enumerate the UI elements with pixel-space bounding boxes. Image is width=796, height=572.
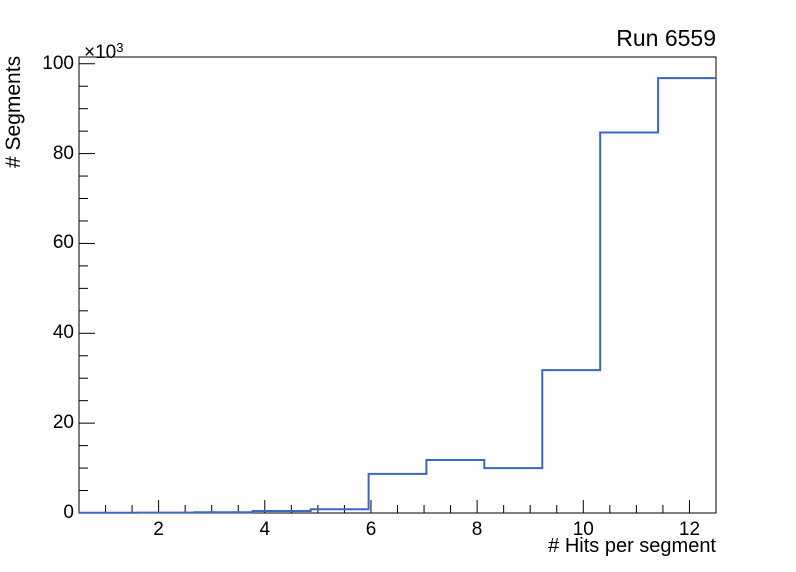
x-tick-label: 8 — [471, 519, 483, 540]
plot-frame — [78, 56, 717, 514]
y-axis-exponent-sup: 3 — [116, 40, 124, 55]
x-tick-label: 12 — [678, 519, 701, 540]
x-tick-label: 2 — [153, 519, 164, 540]
histogram-step-path — [79, 77, 716, 514]
x-tick-label: 4 — [259, 519, 271, 540]
y-axis-exponent-base: ×10 — [84, 42, 117, 63]
y-tick-label: 100 — [42, 52, 74, 74]
y-tick-label: 60 — [52, 232, 74, 254]
x-tick-label: 6 — [365, 519, 377, 540]
y-tick-label: 20 — [52, 412, 74, 434]
y-tick-label: 0 — [63, 502, 74, 523]
histogram-line — [79, 77, 716, 514]
plot-title: Run 6559 — [616, 25, 716, 51]
y-axis-exponent: ×103 — [84, 40, 123, 64]
y-tick-label: 40 — [52, 322, 74, 344]
x-tick-label: 10 — [572, 519, 594, 540]
x-axis-title: # Hits per segment — [548, 535, 716, 557]
frame-rect — [78, 56, 717, 514]
y-tick-label: 80 — [52, 142, 74, 164]
axis-ticks — [79, 63, 690, 513]
